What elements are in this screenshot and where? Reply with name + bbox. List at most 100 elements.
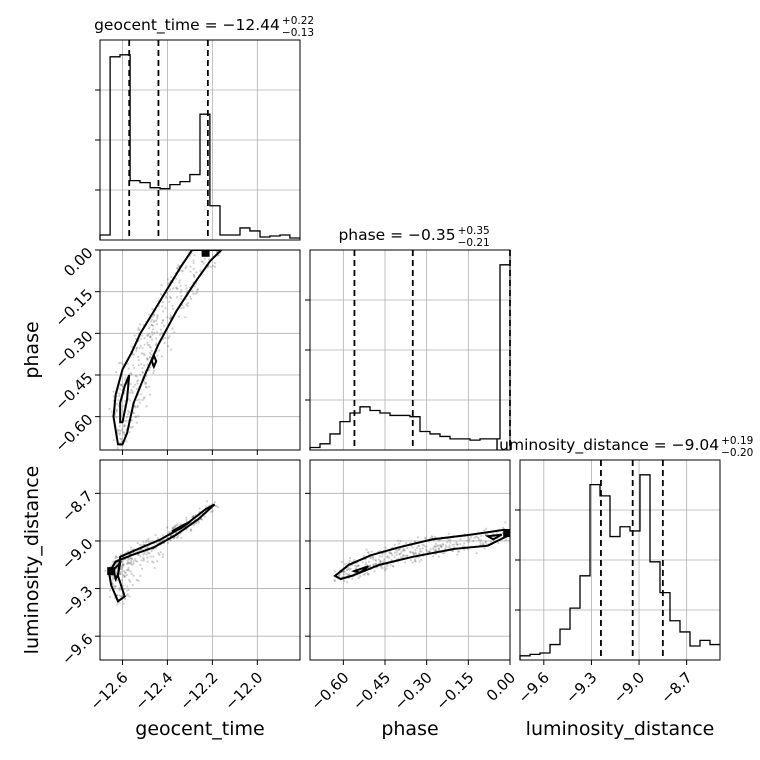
- sample-point: [372, 558, 375, 561]
- sample-point: [151, 328, 155, 331]
- sample-point: [130, 426, 133, 429]
- sample-point: [175, 277, 178, 280]
- sample-point: [161, 534, 164, 537]
- y-tick-label: −8.7: [58, 487, 96, 525]
- sample-point: [151, 307, 154, 311]
- sample-point: [397, 548, 400, 552]
- sample-point: [138, 328, 141, 331]
- sample-point: [388, 550, 391, 553]
- sample-point: [124, 419, 127, 422]
- sample-point: [194, 292, 197, 295]
- sample-point: [111, 576, 115, 580]
- sample-point: [377, 558, 380, 561]
- sample-point: [179, 291, 182, 294]
- sample-point: [168, 300, 171, 303]
- sample-point: [117, 399, 120, 402]
- sample-point: [161, 318, 165, 322]
- sample-point: [145, 381, 148, 385]
- sample-point: [372, 563, 375, 566]
- sample-point: [424, 536, 427, 539]
- contour-frame: [309, 459, 511, 661]
- sample-point: [138, 346, 141, 349]
- sample-point: [145, 405, 148, 408]
- sample-point: [140, 559, 143, 562]
- sample-point: [401, 554, 405, 557]
- sample-point: [136, 399, 139, 402]
- sample-point: [366, 572, 369, 575]
- sample-point: [184, 284, 187, 287]
- sample-point: [411, 552, 415, 555]
- sample-point: [132, 562, 135, 565]
- sample-point: [137, 553, 140, 557]
- sample-point: [409, 559, 413, 562]
- sample-point: [157, 552, 160, 555]
- sample-point: [382, 560, 385, 563]
- sample-point: [119, 570, 122, 573]
- sample-point: [142, 553, 145, 556]
- sample-point: [119, 388, 122, 391]
- sample-point: [122, 564, 125, 567]
- sample-point: [146, 363, 149, 366]
- sample-point: [160, 355, 164, 358]
- sample-point: [171, 304, 174, 308]
- sample-point: [512, 535, 514, 537]
- sample-point: [399, 556, 402, 559]
- sample-point: [138, 323, 142, 326]
- sample-point: [154, 533, 157, 537]
- sample-point: [139, 345, 142, 348]
- sample-point: [112, 395, 115, 398]
- sample-point: [201, 260, 204, 263]
- sample-point: [140, 544, 143, 547]
- histogram-luminosity_distance: [519, 474, 720, 660]
- sample-point: [125, 562, 128, 566]
- sample-point: [129, 557, 132, 560]
- sample-point: [422, 544, 426, 547]
- sample-point: [126, 559, 129, 562]
- sample-point: [146, 334, 149, 337]
- sample-point: [428, 550, 431, 553]
- sample-point: [177, 264, 180, 267]
- sample-point: [152, 561, 155, 564]
- sample-point: [185, 303, 188, 306]
- sample-point: [161, 556, 164, 559]
- sample-point: [380, 565, 383, 568]
- sample-point: [211, 510, 214, 513]
- sample-point: [128, 578, 131, 582]
- sample-point: [401, 549, 404, 553]
- sample-point: [133, 353, 136, 356]
- sample-point: [114, 570, 118, 573]
- sample-point: [155, 323, 159, 326]
- sample-point: [122, 563, 125, 566]
- sample-point: [361, 561, 364, 564]
- sample-point: [156, 317, 159, 320]
- sample-point: [126, 562, 129, 565]
- sample-point: [164, 306, 167, 310]
- sample-point: [346, 568, 349, 571]
- sample-point: [147, 385, 151, 388]
- sample-point: [132, 559, 135, 563]
- sample-point: [132, 412, 136, 415]
- sample-point: [146, 357, 149, 361]
- sample-point: [402, 548, 405, 551]
- sample-point: [221, 247, 223, 249]
- sample-point: [125, 440, 128, 443]
- sample-point: [153, 319, 156, 322]
- sample-point: [203, 257, 206, 260]
- sample-point: [418, 560, 421, 563]
- sample-point: [127, 367, 130, 370]
- sample-point: [458, 550, 461, 553]
- sample-point: [155, 337, 158, 340]
- sample-point: [180, 297, 183, 300]
- panel-title-phase: phase = −0.35 +0.35−0.21: [338, 225, 489, 249]
- sample-point: [151, 333, 154, 336]
- title-minus-geocent_time: −0.13: [282, 27, 314, 39]
- sample-point: [364, 563, 367, 566]
- contour-level-3: [171, 520, 191, 533]
- sample-point: [447, 539, 451, 542]
- sample-point: [383, 569, 387, 572]
- sample-point: [118, 361, 121, 365]
- contour-panel-geocent_time-luminosity_distance: [99, 459, 301, 661]
- sample-point: [405, 541, 408, 544]
- sample-point: [362, 554, 365, 558]
- sample-point: [393, 551, 397, 554]
